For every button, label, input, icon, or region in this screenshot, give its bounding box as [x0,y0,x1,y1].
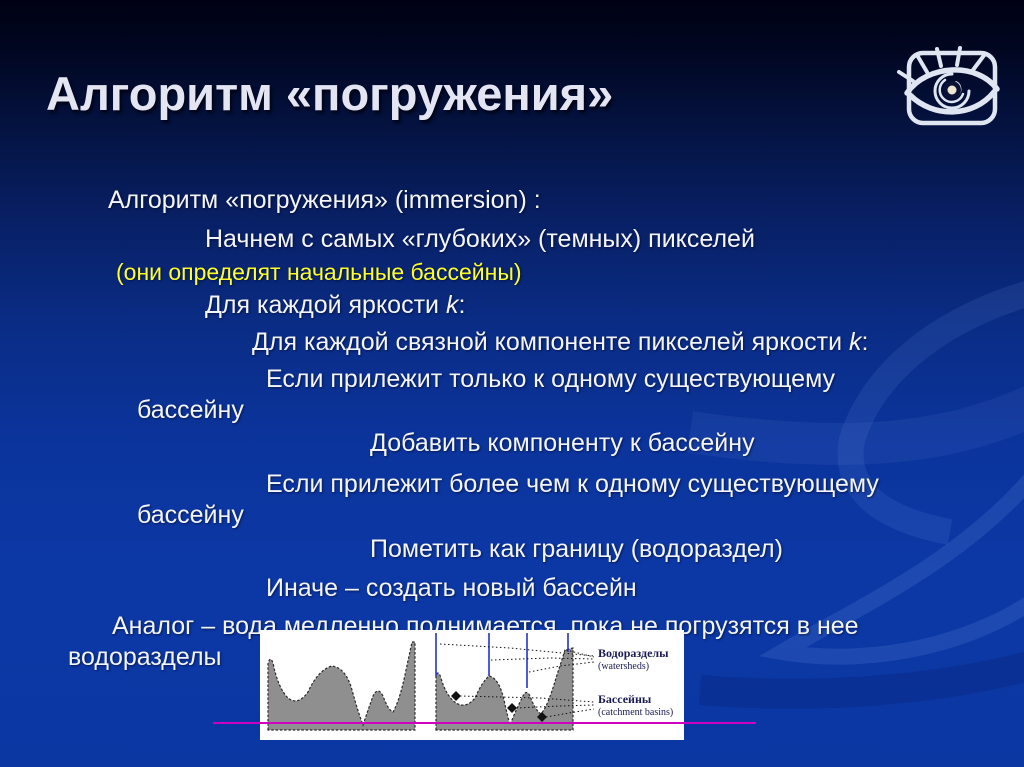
watersheds-label-ru: Водоразделы [598,646,669,660]
body-line: Иначе – создать новый бассейн [266,574,637,602]
basins-label-en: (catchment basins) [598,707,674,718]
basins-label-ru: Бассейны [598,692,652,706]
slide-title: Алгоритм «погружения» [46,67,614,120]
body-line: Пометить как границу (водораздел) [370,535,783,563]
variable-k: k [849,328,862,356]
body-line: Если прилежит более чем к одному существ… [266,470,879,498]
watersheds-label: Водоразделы (watersheds) [598,646,669,674]
basins-label: Бассейны (catchment basins) [598,692,673,720]
watershed-leaders [439,643,595,673]
body-line: Для каждой яркости k: [205,291,465,320]
watershed-lines [435,633,569,688]
body-line-note: (они определят начальные бассейны) [116,259,522,285]
terrain-left [267,641,416,731]
basin-markers [451,691,547,722]
body-line: Для каждой связной компоненте пикселей я… [252,328,869,357]
variable-k: k [445,291,459,319]
watershed-figure: Водоразделы (watersheds) Бассейны (catch… [260,630,684,740]
line-text: Для каждой яркости [205,291,446,319]
line-text: : [861,328,869,356]
body-line: Начнем с самых «глубоких» (темных) пиксе… [205,225,755,253]
body-line: бассейну [137,396,244,424]
line-text: : [458,291,466,319]
body-line: Добавить компоненту к бассейну [370,429,755,457]
terrain-right [435,647,574,731]
basin-leaders [459,695,595,718]
body-line: бассейну [137,501,244,529]
watersheds-label-en: (watersheds) [598,661,650,672]
divider-line [213,722,756,724]
line-text: Для каждой связной компоненте пикселей я… [252,328,850,356]
body-line-heading: Алгоритм «погружения» (immersion) : [108,186,541,214]
body-line: водоразделы [68,643,222,671]
eye-logo [893,36,1011,140]
body-line: Если прилежит только к одному существующ… [266,365,836,393]
